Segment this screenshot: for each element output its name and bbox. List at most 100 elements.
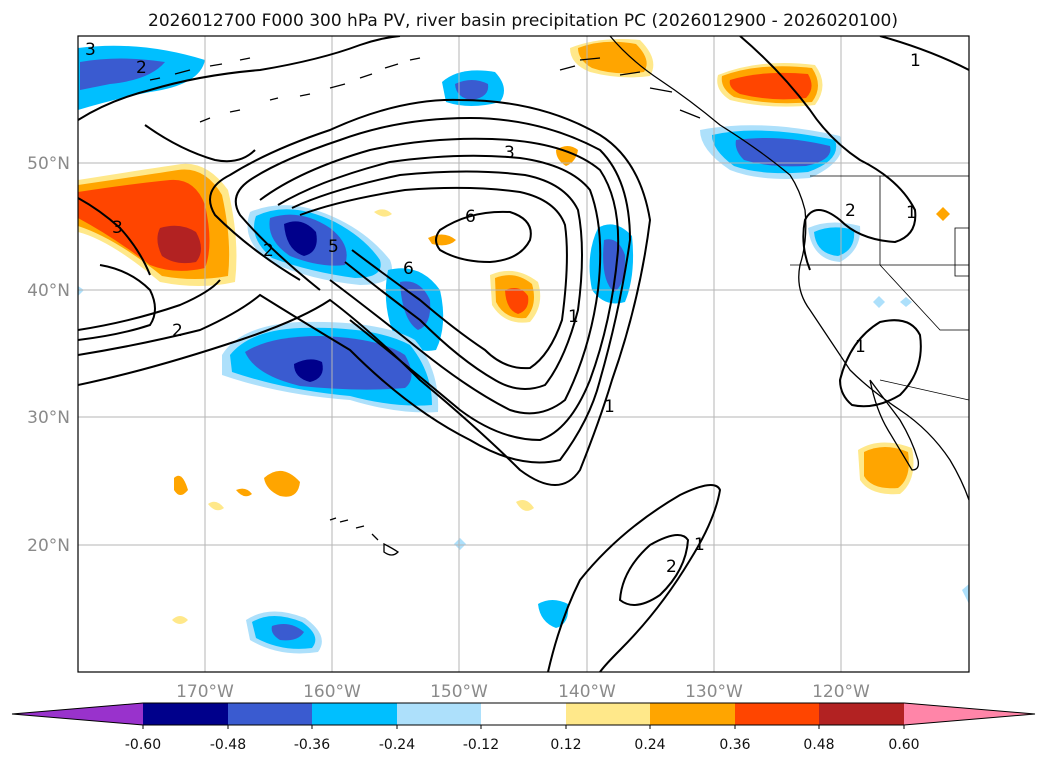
shade-ne-orange	[578, 41, 647, 74]
colorbar-swatch	[143, 703, 228, 725]
lat-tick-label: 20°N	[27, 536, 70, 556]
lat-tick-label: 40°N	[27, 281, 70, 301]
pv-contour-6	[299, 186, 568, 370]
shade-nw-darkblue	[80, 58, 165, 90]
pv-label: 6	[465, 207, 476, 227]
baja-peninsula	[869, 379, 920, 471]
pv-label: 5	[328, 237, 339, 257]
alaska-islands	[559, 57, 701, 119]
colorbar-swatch	[312, 703, 397, 725]
lon-tick-label: 130°W	[685, 682, 743, 702]
colorbar-swatch	[735, 703, 819, 725]
pv-contour-6-inner	[435, 210, 532, 264]
pv-label: 1	[855, 337, 866, 357]
pv-labels: 3 2 3 2 3 6 2 5 6 1 1 2 1 2 1 1 1	[85, 40, 921, 577]
aleutian-chain	[149, 57, 421, 123]
colorbar-tick-label: -0.12	[463, 737, 499, 753]
pv-label: 2	[136, 58, 147, 78]
colorbar-extend-low	[12, 703, 143, 725]
pv-contours	[78, 36, 969, 672]
shade-spot-8	[516, 500, 534, 511]
shade-sw-midblue	[271, 624, 304, 641]
shade-tiny-5	[78, 286, 84, 296]
pv-label: 1	[906, 203, 917, 223]
colorbar-tick-label: 0.24	[634, 737, 665, 753]
colorbar-tick-label: 0.48	[803, 737, 834, 753]
pv-contour-1-nw	[78, 36, 401, 163]
shade-spot-6	[236, 488, 252, 497]
colorbar-tick-label: -0.24	[379, 737, 415, 753]
shade-spot-1	[428, 234, 456, 246]
shade-tiny-6	[962, 584, 969, 604]
shade-spot-3	[374, 209, 392, 217]
pv-contour-3-west	[78, 197, 151, 276]
colorbar-swatch	[481, 703, 566, 725]
pv-label: 1	[604, 397, 615, 417]
pv-contour-2-south	[618, 534, 690, 606]
pv-label: 3	[112, 218, 123, 238]
pv-label: 1	[568, 307, 579, 327]
hawaiian-islands	[329, 517, 400, 556]
colorbar-swatch	[650, 703, 735, 725]
lon-tick-label: 150°W	[430, 682, 488, 702]
lat-tick-label: 30°N	[27, 408, 70, 428]
pv-label: 3	[85, 40, 96, 60]
lon-tick-label: 170°W	[176, 682, 234, 702]
pv-contour-1-south	[547, 484, 722, 672]
colorbar-extend-high	[904, 703, 1035, 725]
colorbar-tick-label: 0.60	[888, 737, 919, 753]
shade-south-midblue	[245, 336, 412, 390]
pv-contour-5	[291, 170, 583, 390]
shade-spot-4	[264, 470, 300, 497]
pv-contour-3	[78, 137, 620, 442]
pv-label: 1	[910, 51, 921, 71]
shade-se-blue	[538, 600, 569, 628]
pv-label: 2	[263, 241, 274, 261]
pv-contour-2	[78, 116, 632, 464]
shade-tiny-4	[936, 207, 950, 221]
shade-pnw-midblue	[735, 138, 831, 167]
state-borders	[790, 175, 969, 401]
colorbar-swatch	[819, 703, 904, 725]
shade-ca-blue	[814, 227, 855, 256]
shade-spot-2	[556, 146, 578, 166]
colorbar-swatch	[228, 703, 312, 725]
colorbar-tick-label: -0.48	[210, 737, 246, 753]
pv-label: 1	[694, 535, 705, 555]
pv-contour-4	[277, 154, 602, 415]
shade-west-darkred	[157, 225, 201, 264]
shade-mexico-orange	[864, 447, 909, 489]
map-frame	[77, 35, 970, 673]
pv-contour-1-main	[78, 98, 652, 486]
colorbar-tick-label: -0.36	[294, 737, 330, 753]
pv-label: 6	[403, 259, 414, 279]
lon-tick-label: 160°W	[303, 682, 361, 702]
pv-contour-1-ne	[739, 36, 969, 271]
shade-tiny-1	[873, 296, 885, 308]
shade-spot-7	[208, 501, 224, 511]
shade-bc-red	[729, 72, 812, 100]
colorbar-tick-label: -0.60	[125, 737, 161, 753]
colorbar-tick-label: 0.36	[719, 737, 750, 753]
shade-tiny-3	[454, 538, 466, 550]
pv-label: 2	[172, 321, 183, 341]
graticule	[78, 36, 969, 672]
shade-center-navy	[284, 221, 317, 256]
shade-south-navy	[294, 359, 323, 382]
map-title: 2026012700 F000 300 hPa PV, river basin …	[148, 11, 898, 31]
pv-contour-1-sw	[838, 319, 922, 408]
colorbar: -0.60 -0.48 -0.36 -0.24 -0.12 0.12 0.24 …	[11, 702, 1036, 753]
shade-spot-9	[172, 616, 188, 624]
colorbar-swatch	[566, 703, 650, 725]
shade-ridge-red	[505, 288, 529, 314]
lat-axis: 50°N 40°N 30°N 20°N	[27, 154, 70, 556]
colorbar-swatch	[397, 703, 481, 725]
shade-mid-midblue	[400, 281, 431, 330]
map-panel: 3 2 3 2 3 6 2 5 6 1 1 2 1 2 1 1 1	[78, 36, 969, 672]
pv-label: 2	[845, 201, 856, 221]
pv-contour-2-west	[78, 264, 156, 341]
lon-tick-label: 120°W	[812, 682, 870, 702]
pv-label: 2	[666, 557, 677, 577]
coastlines	[149, 36, 969, 556]
